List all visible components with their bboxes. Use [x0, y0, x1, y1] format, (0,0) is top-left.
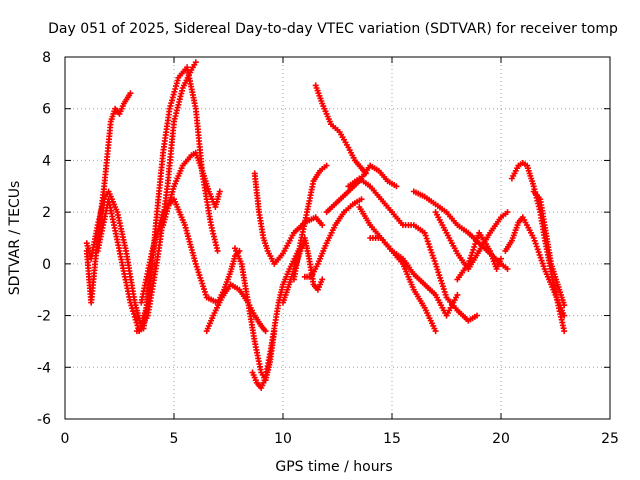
series-sat-x — [530, 188, 568, 309]
data-point — [127, 299, 134, 306]
series-sat-f — [160, 149, 223, 229]
y-tick-label: 2 — [42, 205, 51, 221]
data-point — [197, 274, 204, 281]
series-sat-p — [345, 175, 480, 324]
data-point — [532, 240, 539, 247]
series-sat-m — [301, 196, 365, 280]
series-sat-j — [251, 170, 326, 267]
y-tick-label: 0 — [42, 257, 51, 273]
data-point — [474, 235, 481, 242]
series-sat-q — [356, 204, 461, 319]
series-sat-n — [312, 82, 369, 177]
data-point — [431, 258, 438, 264]
data-point — [441, 288, 448, 295]
y-tick-label: 8 — [42, 50, 51, 66]
x-tick-label: 0 — [61, 431, 70, 447]
data-point — [323, 162, 330, 169]
data-point — [201, 288, 208, 295]
tick-labels: 0 5 10 15 20 25 -6 -4 -2 0 2 4 6 8 — [37, 50, 619, 447]
y-tick-label: -2 — [37, 309, 51, 325]
data-point — [319, 276, 326, 283]
chart-title: Day 051 of 2025, Sidereal Day-to-day VTE… — [48, 21, 618, 37]
data-point — [129, 305, 136, 312]
data-point — [262, 328, 269, 335]
y-tick-label: -6 — [37, 412, 51, 428]
series-trace — [304, 198, 363, 278]
series-sat-t — [432, 209, 511, 272]
data-point — [214, 247, 221, 254]
data-point — [130, 311, 137, 317]
data-point — [439, 283, 446, 290]
data-point — [195, 269, 202, 276]
data-point — [132, 316, 139, 323]
x-axis-label: GPS time / hours — [275, 459, 392, 475]
data-point — [504, 266, 511, 272]
data-point — [465, 260, 472, 267]
series-sat-u — [454, 229, 504, 283]
data-point — [435, 269, 442, 276]
data-point — [561, 328, 568, 335]
data-point — [358, 196, 365, 203]
data-point — [192, 59, 199, 66]
data-point — [474, 312, 480, 319]
series-sat-g — [203, 281, 269, 335]
data-point — [432, 328, 439, 335]
y-tick-label: 6 — [42, 102, 51, 118]
data-point — [437, 274, 444, 281]
data-point — [429, 252, 436, 259]
data-point — [192, 260, 199, 267]
data-point — [127, 90, 134, 97]
data-point — [200, 283, 207, 290]
data-point — [432, 260, 439, 267]
data-point — [539, 260, 546, 267]
grid-lines — [65, 57, 610, 419]
y-tick-label: 4 — [42, 153, 51, 169]
x-tick-label: 5 — [170, 431, 179, 447]
series-sat-l — [290, 162, 330, 283]
data-point — [454, 291, 461, 298]
x-tick-label: 15 — [383, 431, 401, 447]
data-point — [426, 243, 433, 250]
x-tick-label: 25 — [601, 431, 619, 447]
data-point — [393, 183, 400, 190]
data-point — [319, 222, 326, 229]
y-tick-label: -4 — [37, 360, 51, 376]
y-axis-label: SDTVAR / TECUs — [7, 181, 23, 296]
data-point — [504, 209, 511, 216]
series-sat-d — [133, 64, 221, 335]
plot-frame — [64, 56, 611, 420]
x-tick-label: 10 — [274, 431, 292, 447]
data-point — [498, 255, 504, 262]
data-point — [537, 254, 544, 261]
series-sat-r — [367, 235, 439, 335]
series-sat-o — [323, 162, 400, 216]
data-point — [422, 232, 429, 239]
data-point — [561, 302, 568, 309]
series-trace — [347, 177, 478, 322]
data-point — [561, 312, 568, 319]
data-point — [467, 255, 474, 262]
x-tick-label: 20 — [492, 431, 510, 447]
axis-ticks — [64, 56, 611, 420]
series-sat-i — [249, 240, 308, 391]
data-point — [470, 246, 477, 253]
data-point — [536, 251, 543, 258]
data-traces — [83, 59, 568, 391]
data-point — [216, 188, 223, 195]
